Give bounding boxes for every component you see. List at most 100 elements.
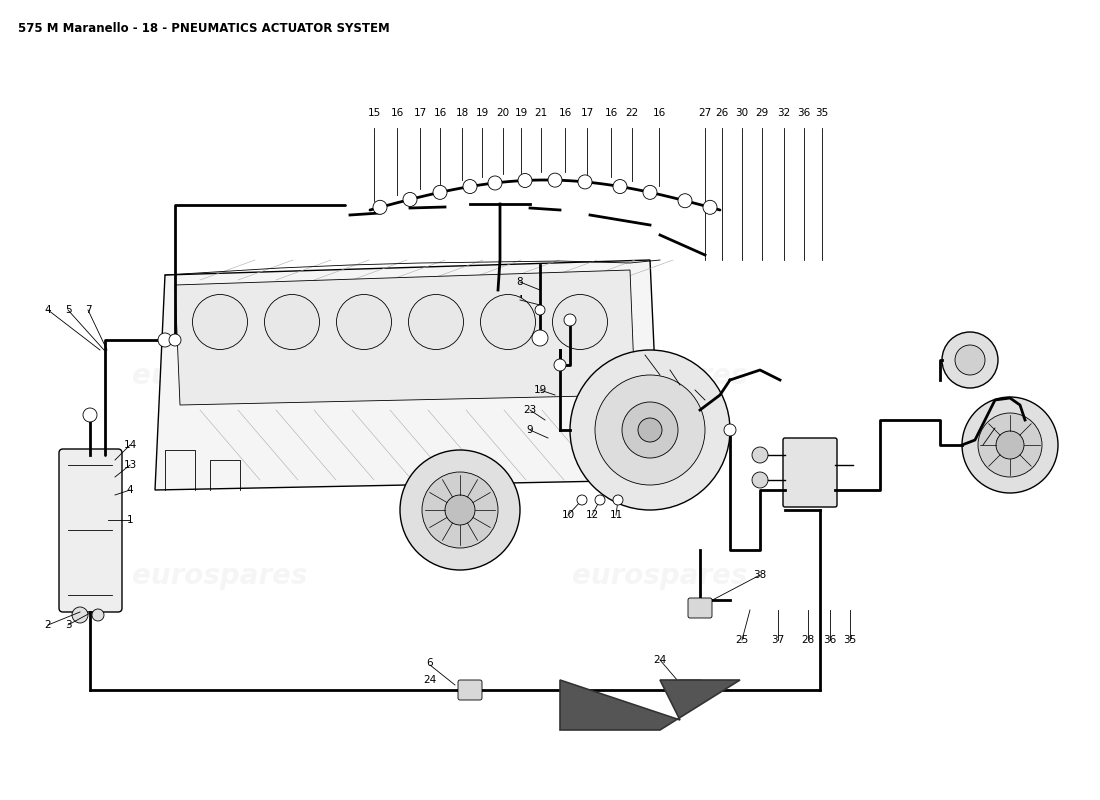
Circle shape bbox=[942, 332, 998, 388]
Circle shape bbox=[955, 345, 984, 375]
Circle shape bbox=[433, 186, 447, 199]
Text: 17: 17 bbox=[581, 108, 594, 118]
Text: 23: 23 bbox=[524, 405, 537, 415]
Text: 8: 8 bbox=[517, 277, 524, 287]
FancyBboxPatch shape bbox=[59, 449, 122, 612]
Text: 2: 2 bbox=[45, 620, 52, 630]
Text: 16: 16 bbox=[390, 108, 404, 118]
Text: 19: 19 bbox=[534, 385, 547, 395]
Text: eurospares: eurospares bbox=[572, 362, 748, 390]
Circle shape bbox=[532, 330, 548, 346]
Circle shape bbox=[488, 176, 502, 190]
Text: eurospares: eurospares bbox=[132, 562, 308, 590]
Text: 20: 20 bbox=[496, 108, 509, 118]
Text: 26: 26 bbox=[715, 108, 728, 118]
Text: 36: 36 bbox=[798, 108, 811, 118]
Text: 36: 36 bbox=[824, 635, 837, 645]
Circle shape bbox=[548, 173, 562, 187]
Text: 34: 34 bbox=[663, 365, 676, 375]
Circle shape bbox=[463, 179, 477, 194]
Text: 37: 37 bbox=[771, 635, 784, 645]
Text: 27: 27 bbox=[698, 108, 712, 118]
Circle shape bbox=[92, 609, 104, 621]
Text: 6: 6 bbox=[427, 658, 433, 668]
Text: 31: 31 bbox=[989, 423, 1002, 433]
Circle shape bbox=[595, 495, 605, 505]
Circle shape bbox=[400, 450, 520, 570]
Text: 35: 35 bbox=[844, 635, 857, 645]
Text: 22: 22 bbox=[626, 108, 639, 118]
Ellipse shape bbox=[552, 294, 607, 350]
Circle shape bbox=[613, 179, 627, 194]
Circle shape bbox=[724, 424, 736, 436]
FancyBboxPatch shape bbox=[783, 438, 837, 507]
Text: 16: 16 bbox=[559, 108, 572, 118]
Text: 33: 33 bbox=[638, 350, 651, 360]
FancyBboxPatch shape bbox=[688, 598, 712, 618]
Circle shape bbox=[621, 402, 678, 458]
Circle shape bbox=[554, 359, 566, 371]
Circle shape bbox=[82, 408, 97, 422]
Text: 1: 1 bbox=[126, 515, 133, 525]
Text: 25: 25 bbox=[736, 635, 749, 645]
Circle shape bbox=[373, 200, 387, 214]
Circle shape bbox=[169, 334, 182, 346]
Circle shape bbox=[613, 495, 623, 505]
Circle shape bbox=[158, 333, 172, 347]
Circle shape bbox=[564, 314, 576, 326]
Text: 30: 30 bbox=[736, 108, 749, 118]
Circle shape bbox=[638, 418, 662, 442]
Ellipse shape bbox=[408, 294, 463, 350]
Text: 24: 24 bbox=[424, 675, 437, 685]
Circle shape bbox=[578, 175, 592, 189]
Text: 18: 18 bbox=[455, 108, 469, 118]
Circle shape bbox=[446, 495, 475, 525]
Ellipse shape bbox=[481, 294, 536, 350]
Ellipse shape bbox=[192, 294, 248, 350]
Text: 15: 15 bbox=[367, 108, 381, 118]
Ellipse shape bbox=[264, 294, 319, 350]
Text: 16: 16 bbox=[652, 108, 666, 118]
Polygon shape bbox=[175, 270, 635, 405]
Ellipse shape bbox=[337, 294, 392, 350]
Text: 16: 16 bbox=[604, 108, 617, 118]
Text: 16: 16 bbox=[433, 108, 447, 118]
Circle shape bbox=[752, 447, 768, 463]
Text: 10: 10 bbox=[561, 510, 574, 520]
FancyBboxPatch shape bbox=[458, 680, 482, 700]
Text: 12: 12 bbox=[585, 510, 598, 520]
Text: 9: 9 bbox=[527, 425, 534, 435]
Text: 28: 28 bbox=[802, 635, 815, 645]
Text: 5: 5 bbox=[65, 305, 72, 315]
Text: 32: 32 bbox=[689, 385, 702, 395]
Circle shape bbox=[644, 186, 657, 199]
Text: eurospares: eurospares bbox=[132, 362, 308, 390]
Text: 38: 38 bbox=[754, 570, 767, 580]
Circle shape bbox=[578, 495, 587, 505]
Circle shape bbox=[595, 375, 705, 485]
FancyBboxPatch shape bbox=[678, 680, 702, 700]
Text: 24: 24 bbox=[653, 655, 667, 665]
Text: 32: 32 bbox=[778, 108, 791, 118]
Circle shape bbox=[996, 431, 1024, 459]
Circle shape bbox=[72, 607, 88, 623]
Text: 14: 14 bbox=[123, 440, 136, 450]
Text: 4: 4 bbox=[45, 305, 52, 315]
Text: 21: 21 bbox=[535, 108, 548, 118]
Circle shape bbox=[978, 413, 1042, 477]
Text: 4: 4 bbox=[126, 485, 133, 495]
Text: 11: 11 bbox=[609, 510, 623, 520]
Circle shape bbox=[962, 397, 1058, 493]
Circle shape bbox=[703, 200, 717, 214]
Circle shape bbox=[535, 305, 544, 315]
Circle shape bbox=[518, 174, 532, 187]
Circle shape bbox=[678, 194, 692, 208]
Text: 19: 19 bbox=[475, 108, 488, 118]
Text: 35: 35 bbox=[815, 108, 828, 118]
Circle shape bbox=[752, 472, 768, 488]
Text: eurospares: eurospares bbox=[572, 562, 748, 590]
Text: 7: 7 bbox=[85, 305, 91, 315]
Text: 3: 3 bbox=[65, 620, 72, 630]
Text: 19: 19 bbox=[515, 108, 528, 118]
Polygon shape bbox=[155, 260, 660, 490]
